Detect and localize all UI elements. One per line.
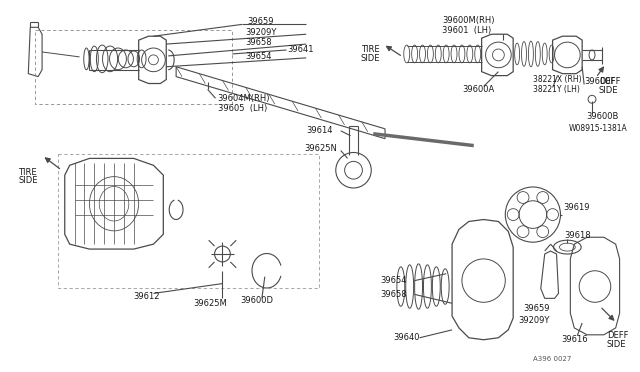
Text: 39604M(RH): 39604M(RH) [218,94,270,103]
Text: 39659: 39659 [247,17,273,26]
Text: 38221X (RH): 38221X (RH) [533,75,582,84]
Text: 39618: 39618 [564,231,591,240]
Text: A396 0027: A396 0027 [533,356,572,362]
Text: SIDE: SIDE [607,340,627,349]
Text: 39601  (LH): 39601 (LH) [442,26,492,35]
Text: 39619: 39619 [563,203,590,212]
Text: 39640: 39640 [393,333,419,342]
Text: 39625M: 39625M [193,299,227,308]
Text: SIDE: SIDE [19,176,38,185]
Text: DEFF: DEFF [599,77,620,86]
Text: 39658: 39658 [245,38,272,46]
Text: 39600B: 39600B [586,112,618,121]
Text: 39641: 39641 [287,45,314,54]
Text: 39209Y: 39209Y [245,28,276,37]
Text: TIRE: TIRE [362,45,380,54]
Text: 39659: 39659 [523,304,550,313]
Text: 39209Y: 39209Y [518,315,550,324]
Text: 39625N: 39625N [304,144,337,153]
Text: 39600D: 39600D [240,296,273,305]
Text: 38221Y (LH): 38221Y (LH) [533,85,580,94]
Text: SIDE: SIDE [599,86,618,95]
Text: TIRE: TIRE [19,168,37,177]
Text: 39654: 39654 [380,276,406,285]
Text: 39605  (LH): 39605 (LH) [218,104,267,113]
Text: W08915-1381A: W08915-1381A [568,124,627,133]
Text: 39614: 39614 [306,126,333,135]
Text: 39600F: 39600F [584,77,616,86]
Text: DEFF: DEFF [607,331,628,340]
Text: SIDE: SIDE [360,54,380,63]
Text: 39612: 39612 [134,292,160,301]
Text: 39600A: 39600A [462,85,494,94]
Text: 39658: 39658 [380,290,407,299]
Text: 39600M(RH): 39600M(RH) [442,16,495,25]
Text: 39616: 39616 [561,335,588,344]
Text: 39654: 39654 [245,52,271,61]
